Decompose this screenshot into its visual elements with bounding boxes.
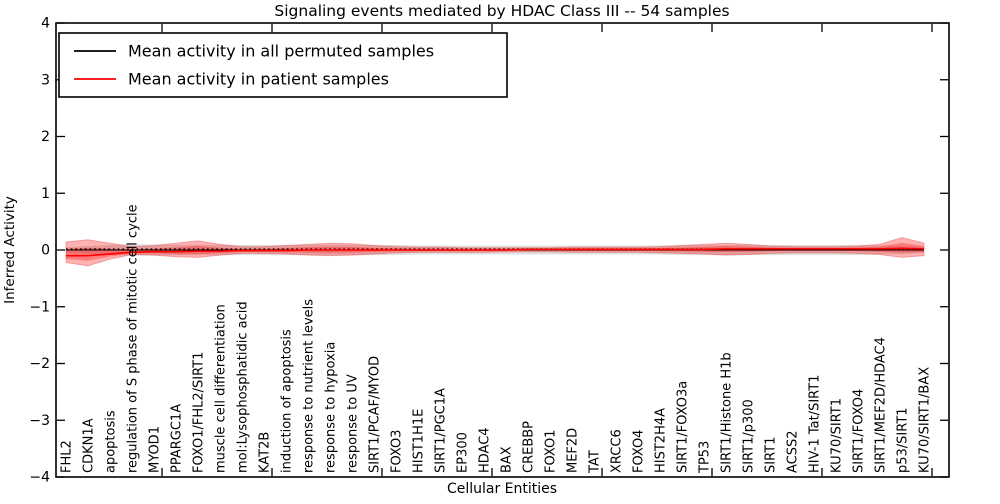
legend-box — [58, 32, 508, 98]
y-tick-label: −4 — [29, 470, 50, 486]
x-tick-label: SIRT1/PGC1A — [434, 388, 449, 473]
x-tick-label: regulation of S phase of mitotic cell cy… — [126, 204, 141, 473]
x-tick-label: MYOD1 — [148, 426, 163, 473]
x-tick-label: HDAC4 — [478, 427, 493, 473]
patient-mean-line — [66, 247, 925, 257]
y-tick-label: 2 — [41, 129, 50, 145]
x-tick-label: response to UV — [346, 374, 361, 473]
x-tick-label: KU70/SIRT1/BAX — [918, 367, 933, 473]
legend-label-permuted: Mean activity in all permuted samples — [128, 42, 434, 61]
x-axis-label: Cellular Entities — [447, 481, 557, 497]
x-tick-label: TP53 — [698, 441, 713, 474]
y-tick-label: −2 — [29, 356, 50, 372]
x-tick-label: HIST2H4A — [654, 408, 669, 473]
x-tick-label: TAT — [588, 450, 603, 474]
x-tick-label: FOXO3 — [390, 430, 405, 473]
x-tick-label: mol:Lysophosphatidic acid — [236, 301, 251, 473]
x-tick-label: apoptosis — [104, 410, 119, 473]
x-tick-label: HIV-1 Tat/SIRT1 — [808, 375, 823, 473]
x-tick-label: FHL2 — [60, 440, 75, 473]
y-tick-label: −3 — [29, 413, 50, 429]
x-tick-label: MEF2D — [566, 428, 581, 473]
legend: Mean activity in all permuted samples Me… — [58, 32, 508, 98]
x-tick-label: CREBBP — [522, 421, 537, 473]
y-axis-label: Inferred Activity — [2, 196, 18, 304]
y-tick-label: 4 — [41, 16, 50, 32]
x-tick-label: XRCC6 — [610, 429, 625, 473]
x-tick-labels: FHL2 CDKN1A apoptosis regulation of S phase… — [60, 204, 933, 474]
x-tick-label: SIRT1/MEF2D/HDAC4 — [874, 337, 889, 473]
x-tick-label: SIRT1/p300 — [742, 399, 757, 473]
x-tick-label: FOXO1 — [544, 430, 559, 473]
x-tick-label: p53/SIRT1 — [896, 407, 911, 473]
x-tick-label: EP300 — [456, 432, 471, 473]
y-tick-label: 3 — [41, 72, 50, 88]
x-tick-label: PPARGC1A — [170, 404, 185, 473]
patient-band-outer — [65, 236, 925, 267]
x-tick-label: SIRT1/PCAF/MYOD — [368, 356, 383, 473]
x-tick-label: SIRT1 — [764, 437, 779, 473]
x-tick-label: response to hypoxia — [324, 342, 339, 473]
plot-frame — [55, 22, 950, 478]
x-tick-label: CDKN1A — [82, 418, 97, 473]
y-tick-label: 1 — [41, 186, 50, 202]
patient-band-inner — [66, 242, 924, 261]
x-tick-label: HIST1H1E — [412, 409, 427, 473]
x-tick-label: SIRT1/FOXO3a — [676, 381, 691, 473]
legend-label-patient: Mean activity in patient samples — [128, 70, 389, 89]
x-tick-label: FOXO4 — [632, 430, 647, 473]
line-layer — [66, 247, 925, 257]
x-tick-label: SIRT1/Histone H1b — [720, 352, 735, 473]
x-tick-label: KU70/SIRT1 — [830, 398, 845, 473]
x-tick-label: BAX — [500, 446, 515, 473]
y-tick-labels: 4 3 2 1 0 −1 −2 −3 −4 — [29, 16, 50, 486]
x-tick-label: induction of apoptosis — [280, 329, 295, 473]
y-tick-label: 0 — [41, 243, 50, 259]
x-tick-label: response to nutrient levels — [302, 299, 317, 473]
x-tick-label: KAT2B — [258, 432, 273, 473]
y-tick-label: −1 — [29, 299, 50, 315]
x-tick-label: SIRT1/FOXO4 — [852, 389, 867, 473]
x-tick-label: FOXO1/FHL2/SIRT1 — [192, 352, 207, 473]
x-tick-label: muscle cell differentiation — [214, 304, 229, 473]
x-tick-label: ACSS2 — [786, 430, 801, 473]
chart-title: Signaling events mediated by HDAC Class … — [274, 2, 729, 20]
